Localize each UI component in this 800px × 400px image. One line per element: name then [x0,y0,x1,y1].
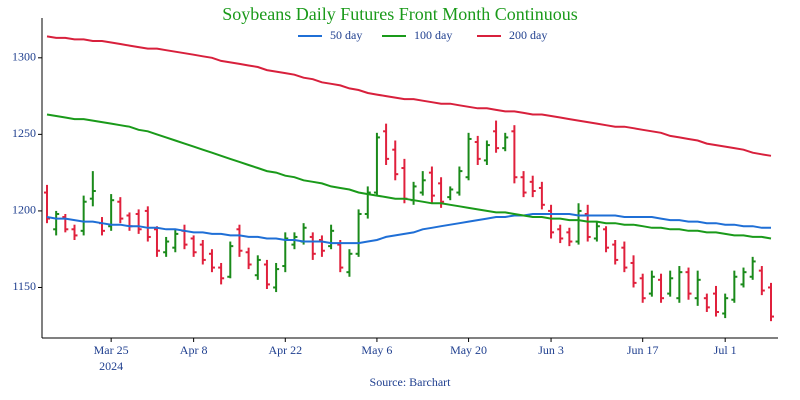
x-tick-label: May 6 [361,343,392,357]
x-tick-label: Jul 1 [714,343,737,357]
legend-label: 100 day [414,28,452,42]
x-tick-label: Apr 8 [180,343,208,357]
x-tick-label: Apr 22 [268,343,302,357]
x-tick-label: May 20 [450,343,487,357]
source-note: Source: Barchart [370,375,452,389]
legend-label: 50 day [330,28,362,42]
legend-label: 200 day [509,28,547,42]
moving-average-line [46,113,772,240]
y-tick-label: 1250 [12,126,36,140]
y-tick-label: 1150 [12,279,36,293]
moving-average-line [46,35,772,157]
y-tick-label: 1200 [12,203,36,217]
chart-title: Soybeans Daily Futures Front Month Conti… [222,4,578,24]
x-tick-label: Jun 17 [627,343,659,357]
moving-average-line [46,213,771,245]
y-tick-label: 1300 [12,50,36,64]
x-year-label: 2024 [99,359,123,373]
x-tick-label: Jun 3 [538,343,564,357]
x-tick-label: Mar 25 [94,343,129,357]
